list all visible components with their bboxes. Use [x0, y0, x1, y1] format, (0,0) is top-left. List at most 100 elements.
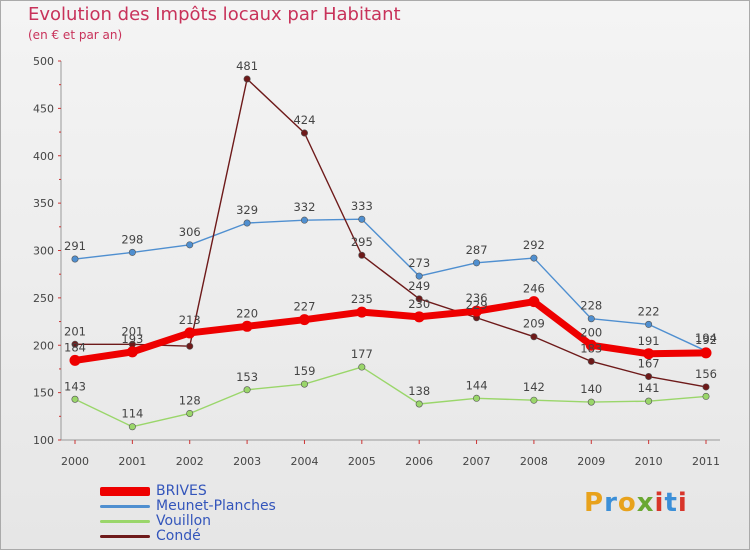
data-label: 222 — [638, 304, 660, 318]
data-label: 236 — [466, 291, 488, 305]
data-label: 249 — [408, 279, 430, 293]
data-point — [356, 306, 368, 318]
logo-letter: i — [677, 488, 688, 518]
data-label: 229 — [466, 298, 488, 312]
logo-letter: r — [604, 488, 618, 518]
y-tick-label: 200 — [33, 339, 54, 352]
data-label: 424 — [293, 113, 315, 127]
data-label: 228 — [580, 299, 602, 313]
data-point — [702, 383, 710, 391]
data-point — [128, 248, 136, 256]
y-tick-label: 300 — [33, 245, 54, 258]
data-label: 194 — [695, 331, 717, 345]
data-label: 246 — [523, 282, 545, 296]
data-point — [71, 395, 79, 403]
x-tick-label: 2000 — [61, 455, 89, 468]
data-label: 235 — [351, 292, 373, 306]
data-point — [126, 346, 138, 358]
logo-letter: x — [636, 488, 655, 518]
logo-letter: P — [584, 488, 605, 518]
data-label: 144 — [466, 378, 488, 392]
data-label: 191 — [638, 334, 660, 348]
legend-swatch — [100, 487, 150, 496]
data-point — [530, 333, 538, 341]
series-line-meunet-planches — [74, 218, 707, 352]
data-label: 193 — [121, 332, 143, 346]
y-tick-label: 400 — [33, 150, 54, 163]
data-point — [69, 354, 81, 366]
data-label: 273 — [408, 256, 430, 270]
legend-item: Vouillon — [100, 514, 276, 529]
series-line-brives — [71, 298, 710, 364]
chart-title: Evolution des Impôts locaux par Habitant — [28, 4, 401, 25]
data-point — [585, 339, 597, 351]
chart-subtitle: (en € et par an) — [28, 28, 123, 42]
y-tick-label: 250 — [33, 292, 54, 305]
data-point — [587, 315, 595, 323]
data-point — [71, 255, 79, 263]
data-label: 141 — [638, 381, 660, 395]
data-label: 192 — [695, 333, 717, 347]
data-label: 142 — [523, 380, 545, 394]
x-tick-label: 2011 — [692, 455, 720, 468]
x-tick-label: 2002 — [176, 455, 204, 468]
x-tick-label: 2004 — [290, 455, 318, 468]
data-label: 291 — [64, 239, 86, 253]
data-label: 114 — [121, 407, 143, 421]
data-point — [128, 423, 136, 431]
series-line-vouillon — [74, 366, 707, 428]
data-point — [587, 357, 595, 365]
x-tick-label: 2009 — [577, 455, 605, 468]
data-label: 227 — [293, 300, 315, 314]
data-label: 329 — [236, 203, 258, 217]
data-point — [473, 259, 481, 267]
data-point — [645, 320, 653, 328]
data-label: 306 — [179, 225, 201, 239]
x-tick-label: 2003 — [233, 455, 261, 468]
data-label: 230 — [408, 297, 430, 311]
data-point — [243, 219, 251, 227]
data-label: 143 — [64, 379, 86, 393]
legend-label: BRIVES — [156, 483, 207, 499]
data-point — [643, 348, 655, 360]
data-point — [700, 347, 712, 359]
data-label: 140 — [580, 382, 602, 396]
data-label: 213 — [179, 313, 201, 327]
data-label: 333 — [351, 199, 373, 213]
data-point — [530, 396, 538, 404]
data-point — [300, 380, 308, 388]
y-tick-label: 350 — [33, 197, 54, 210]
data-label: 332 — [293, 200, 315, 214]
data-point — [471, 305, 483, 317]
y-tick-label: 450 — [33, 102, 54, 115]
data-point — [645, 397, 653, 405]
data-point — [702, 392, 710, 400]
data-point — [473, 394, 481, 402]
y-tick-label: 150 — [33, 387, 54, 400]
data-point — [587, 398, 595, 406]
data-label: 220 — [236, 306, 258, 320]
data-label: 156 — [695, 367, 717, 381]
data-point — [300, 216, 308, 224]
legend-swatch — [100, 505, 150, 508]
data-point — [186, 342, 194, 350]
data-label: 298 — [121, 232, 143, 246]
y-tick-label: 100 — [33, 434, 54, 447]
x-tick-label: 2007 — [463, 455, 491, 468]
logo-letter: t — [664, 488, 678, 518]
data-label: 201 — [64, 324, 86, 338]
data-label: 201 — [121, 324, 143, 338]
data-point — [645, 373, 653, 381]
data-label: 481 — [236, 59, 258, 73]
data-point — [184, 327, 196, 339]
data-label: 292 — [523, 238, 545, 252]
data-label: 184 — [64, 340, 86, 354]
data-label: 177 — [351, 347, 373, 361]
data-label: 153 — [236, 370, 258, 384]
data-label: 138 — [408, 384, 430, 398]
data-point — [413, 311, 425, 323]
data-point — [358, 251, 366, 259]
data-label: 209 — [523, 317, 545, 331]
